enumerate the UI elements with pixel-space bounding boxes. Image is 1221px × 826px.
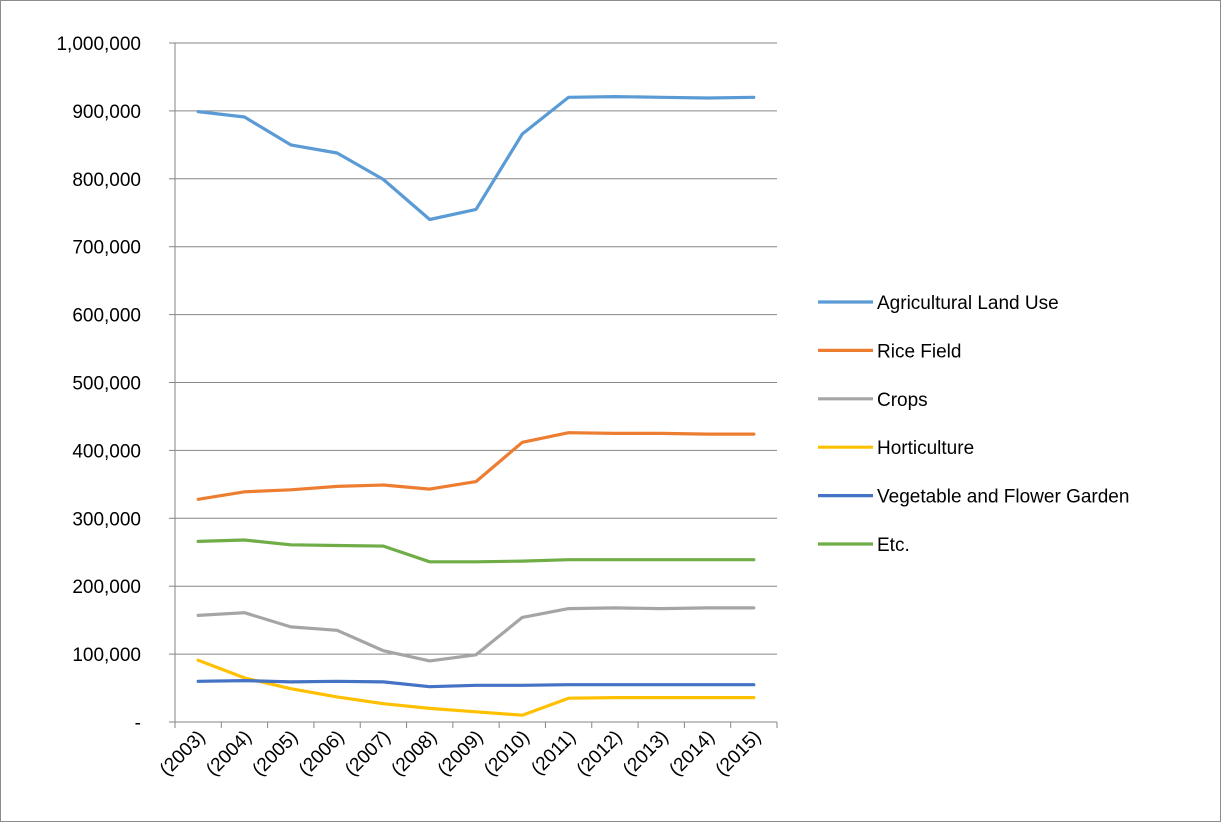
series-line-5 (196, 538, 756, 564)
axes (169, 42, 778, 728)
y-tick-label: 100,000 (72, 645, 141, 666)
legend-label-3: Horticulture (877, 438, 974, 459)
legend-label-4: Vegetable and Flower Garden (877, 487, 1129, 508)
x-tick-label: (2010) (480, 727, 534, 781)
x-tick-label: (2004) (202, 727, 256, 781)
y-tick-label: 500,000 (72, 374, 141, 395)
legend: Agricultural Land Use Rice Field Crops Hort… (818, 293, 1129, 556)
x-tick-label: (2003) (156, 727, 210, 781)
series-lines (196, 94, 756, 717)
x-tick-label: (2014) (665, 727, 719, 781)
series-line-1 (196, 431, 756, 501)
x-tick-label: (2015) (712, 727, 766, 781)
x-axis-tick-labels: (2003)(2004)(2005)(2006)(2007)(2008)(200… (156, 727, 765, 781)
x-tick-label: (2007) (341, 727, 395, 781)
y-tick-label: - (135, 713, 141, 734)
x-tick-label: (2005) (249, 727, 303, 781)
gridlines (175, 42, 777, 655)
legend-label-2: Crops (877, 390, 928, 411)
series-line-3 (196, 658, 756, 717)
y-tick-label: 200,000 (72, 577, 141, 598)
legend-label-5: Etc. (877, 535, 910, 556)
y-axis-tick-labels: - 100,000 200,000 300,000 400,000 500,000 600,… (56, 34, 141, 734)
series-line-0 (196, 94, 756, 222)
series-line-4 (196, 678, 756, 689)
series-line-2 (196, 606, 756, 663)
x-tick-label: (2011) (527, 727, 580, 780)
x-tick-label: (2013) (619, 727, 673, 781)
legend-label-0: Agricultural Land Use (877, 293, 1059, 314)
x-tick-label: (2009) (434, 727, 488, 781)
x-tick-label: (2012) (573, 727, 627, 781)
y-tick-label: 900,000 (72, 102, 141, 123)
x-tick-label: (2008) (388, 727, 442, 781)
y-tick-label: 700,000 (72, 238, 141, 259)
y-tick-label: 300,000 (72, 509, 141, 530)
y-tick-label: 800,000 (72, 170, 141, 191)
legend-label-1: Rice Field (877, 341, 961, 362)
x-tick-label: (2006) (295, 727, 349, 781)
y-tick-label: 1,000,000 (56, 34, 141, 55)
y-tick-label: 600,000 (72, 306, 141, 327)
y-tick-label: 400,000 (72, 441, 141, 462)
